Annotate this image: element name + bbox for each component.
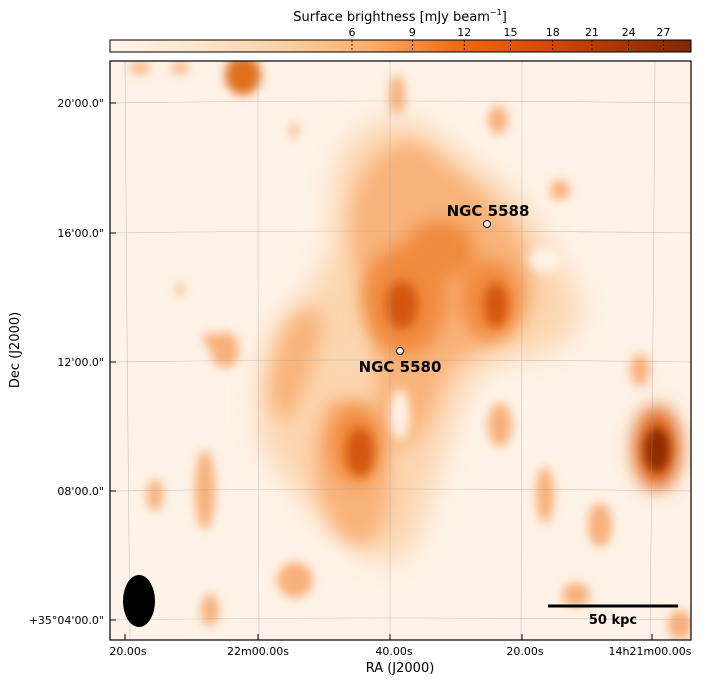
map-panel: NGC 5588 NGC 5580 50 kpc [109, 60, 692, 641]
x-tick-labels: 20.00s 22m00.00s 40.00s 20.00s 14h21m00.… [109, 645, 691, 658]
y-tick-label: 16'00.0" [57, 227, 104, 240]
x-tick-label: 14h21m00.00s [609, 645, 692, 658]
x-tick-label: 40.00s [375, 645, 412, 658]
colorbar-tick-label: 12 [457, 26, 471, 39]
coordinate-grid [109, 60, 692, 641]
y-tick-label: +35°04'00.0" [29, 614, 104, 627]
colorbar: Surface brightness [mJy beam−1] 6 9 12 15 18… [109, 8, 692, 53]
colorbar-tick-label: 18 [546, 26, 560, 39]
y-tick-label: 12'00.0" [57, 356, 104, 369]
scale-bar-label: 50 kpc [589, 613, 637, 628]
colorbar-ticks: 6 9 12 15 18 21 24 27 [348, 26, 670, 52]
colorbar-tick-label: 27 [656, 26, 670, 39]
colorbar-label: Surface brightness [mJy beam−1] [293, 8, 507, 25]
y-tick-labels: 20'00.0" 16'00.0" 12'00.0" 08'00.0" +35°… [29, 97, 104, 627]
beam-ellipse [123, 575, 155, 627]
x-axis-label: RA (J2000) [366, 661, 435, 676]
scale-bar: 50 kpc [548, 604, 678, 628]
galaxy-marker-ngc5588: NGC 5588 [447, 202, 530, 228]
x-tick-label: 20.00s [506, 645, 543, 658]
emission [130, 61, 691, 640]
axis-tick-marks [110, 102, 653, 640]
galaxy-label-ngc5588: NGC 5588 [447, 202, 530, 220]
colorbar-gradient [109, 39, 692, 53]
x-tick-label: 22m00.00s [227, 645, 289, 658]
galaxy-label-ngc5580: NGC 5580 [359, 358, 442, 376]
map-frame [109, 60, 692, 641]
colorbar-tick-label: 15 [504, 26, 518, 39]
y-tick-label: 08'00.0" [57, 485, 104, 498]
y-axis-label: Dec (J2000) [8, 312, 23, 388]
colorbar-tick-label: 9 [409, 26, 416, 39]
colorbar-tick-label: 21 [585, 26, 599, 39]
galaxy-marker-ngc5580: NGC 5580 [359, 347, 442, 376]
colorbar-tick-label: 6 [348, 26, 355, 39]
x-tick-label: 20.00s [109, 645, 146, 658]
colorbar-tick-label: 24 [622, 26, 636, 39]
y-tick-label: 20'00.0" [57, 97, 104, 110]
